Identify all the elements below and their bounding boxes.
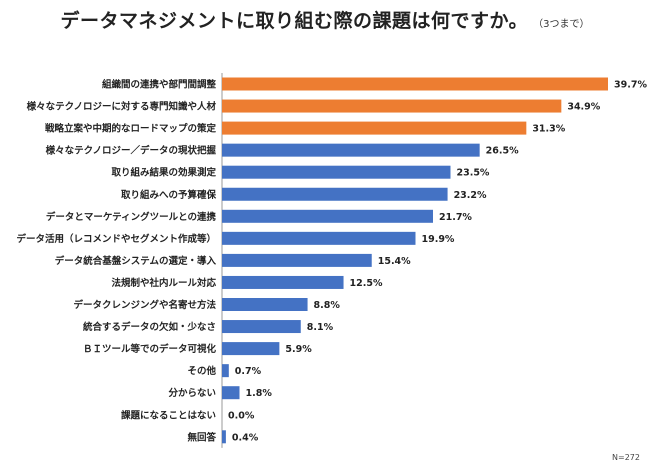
bar: [222, 165, 451, 179]
bar: [222, 275, 344, 289]
category-label: 取り組み結果の効果測定: [111, 167, 216, 179]
value-label: 1.8%: [246, 388, 273, 399]
category-label: 分からない: [168, 387, 216, 399]
value-label: 0.0%: [228, 410, 255, 421]
bar: [222, 342, 280, 356]
bar: [222, 77, 608, 91]
chart-subtitle: （3つまで）: [538, 19, 590, 30]
title-block: データマネジメントに取り組む際の課題は何ですか。 （3つまで）: [0, 6, 650, 33]
bar: [222, 320, 301, 334]
category-label: ＢＩツール等でのデータ可視化: [83, 343, 217, 355]
value-label: 15.4%: [378, 256, 411, 267]
value-label: 5.9%: [285, 344, 312, 355]
value-label: 23.5%: [456, 168, 489, 179]
category-label: データ活用（レコメンドやセグメント作成等）: [16, 233, 216, 245]
category-label: 無回答: [187, 431, 216, 443]
category-label: 法規制や社内ルール対応: [111, 277, 216, 289]
category-label: データとマーケティングツールとの連携: [46, 211, 217, 223]
bar: [222, 187, 448, 201]
category-label: 組織間の連携や部門間調整: [102, 79, 217, 91]
bar: [222, 253, 372, 267]
sample-size-note: N=272: [612, 453, 640, 462]
value-label: 23.2%: [454, 190, 487, 201]
bar: [222, 298, 308, 311]
value-label: 8.1%: [307, 322, 334, 333]
value-label: 21.7%: [439, 212, 472, 223]
value-label: 39.7%: [614, 80, 647, 91]
chart-title: データマネジメントに取り組む際の課題は何ですか。: [60, 10, 529, 32]
value-label: 0.7%: [235, 366, 262, 377]
bar: [222, 231, 416, 245]
bar: [222, 143, 480, 157]
bar: [222, 430, 226, 444]
category-label: 様々なテクノロジーに対する専門知識や人材: [27, 101, 217, 113]
value-label: 31.3%: [532, 124, 565, 135]
value-label: 8.8%: [314, 300, 341, 311]
value-label: 0.4%: [232, 432, 259, 443]
bar: [222, 386, 240, 400]
category-label: 取り組みへの予算確保: [121, 189, 217, 201]
bar: [222, 364, 229, 378]
category-label: その他: [187, 365, 216, 377]
value-label: 12.5%: [350, 278, 383, 289]
category-label: 戦略立案や中期的なロードマップの策定: [45, 123, 217, 135]
category-label: データクレンジングや名寄せ方法: [73, 299, 216, 311]
bar: [222, 99, 562, 113]
category-label: 統合するデータの欠如・少なさ: [83, 321, 216, 333]
bar: [222, 209, 433, 223]
category-label: 課題になることはない: [121, 409, 216, 421]
value-label: 19.9%: [421, 234, 454, 245]
bar: [222, 121, 527, 135]
value-label: 34.9%: [567, 102, 600, 113]
value-label: 26.5%: [486, 146, 519, 157]
category-label: データ統合基盤システムの選定・導入: [55, 255, 217, 267]
category-label: 様々なテクノロジー／データの現状把握: [46, 145, 217, 157]
